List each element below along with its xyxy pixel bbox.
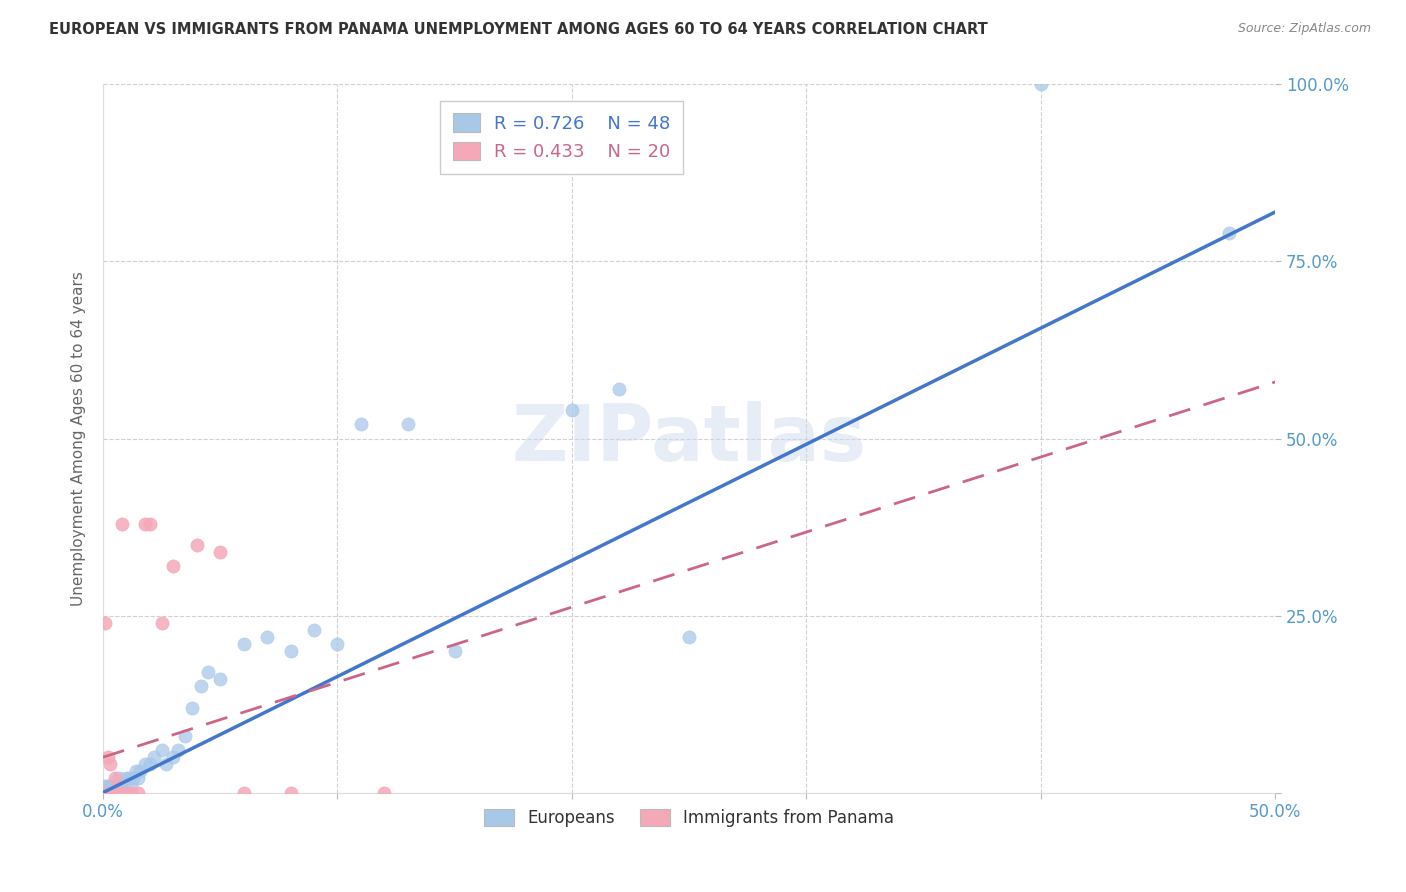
Point: [139, 516, 162, 531]
Point: [94, 779, 117, 793]
Point: [1029, 78, 1052, 92]
Point: [129, 764, 152, 779]
Point: [111, 516, 134, 531]
Point: [134, 757, 156, 772]
Point: [302, 623, 325, 637]
Point: [1218, 226, 1240, 240]
Point: [108, 772, 131, 786]
Point: [104, 772, 127, 786]
Point: [101, 786, 124, 800]
Point: [122, 772, 145, 786]
Point: [105, 779, 128, 793]
Point: [209, 673, 232, 687]
Point: [139, 757, 162, 772]
Point: [155, 757, 177, 772]
Point: [280, 644, 302, 658]
Point: [105, 786, 128, 800]
Point: [98, 779, 121, 793]
Point: [150, 743, 173, 757]
Point: [143, 750, 166, 764]
Point: [111, 779, 134, 793]
Point: [181, 700, 204, 714]
Point: [186, 538, 208, 552]
Point: [98, 786, 121, 800]
Point: [94, 786, 117, 800]
Point: [150, 615, 173, 630]
Point: [97, 786, 120, 800]
Point: [396, 417, 419, 432]
Point: [98, 757, 121, 772]
Point: [443, 644, 465, 658]
Point: [120, 779, 142, 793]
Point: [115, 786, 138, 800]
Point: [101, 786, 124, 800]
Point: [167, 743, 190, 757]
Point: [97, 779, 120, 793]
Point: [280, 786, 302, 800]
Point: [162, 750, 184, 764]
Point: [209, 545, 232, 559]
Text: Source: ZipAtlas.com: Source: ZipAtlas.com: [1237, 22, 1371, 36]
Point: [127, 786, 149, 800]
Point: [118, 772, 141, 786]
Point: [174, 729, 197, 743]
Point: [94, 786, 117, 800]
Point: [120, 786, 142, 800]
Point: [678, 630, 700, 644]
Point: [101, 786, 124, 800]
Point: [112, 786, 135, 800]
Point: [108, 786, 131, 800]
Point: [373, 786, 395, 800]
Point: [94, 786, 117, 800]
Point: [127, 772, 149, 786]
Point: [326, 637, 349, 651]
Point: [94, 615, 117, 630]
Point: [104, 779, 127, 793]
Point: [197, 665, 219, 680]
Point: [134, 516, 156, 531]
Y-axis label: Unemployment Among Ages 60 to 64 years: Unemployment Among Ages 60 to 64 years: [72, 271, 86, 606]
Point: [607, 382, 630, 396]
Text: ZIPatlas: ZIPatlas: [512, 401, 866, 476]
Text: EUROPEAN VS IMMIGRANTS FROM PANAMA UNEMPLOYMENT AMONG AGES 60 TO 64 YEARS CORREL: EUROPEAN VS IMMIGRANTS FROM PANAMA UNEMP…: [49, 22, 988, 37]
Point: [561, 403, 583, 417]
Point: [104, 779, 127, 793]
Point: [232, 637, 254, 651]
Point: [256, 630, 278, 644]
Point: [162, 559, 184, 574]
Point: [350, 417, 373, 432]
Point: [125, 764, 148, 779]
Point: [97, 750, 120, 764]
Legend: Europeans, Immigrants from Panama: Europeans, Immigrants from Panama: [478, 803, 901, 834]
Point: [232, 786, 254, 800]
Point: [190, 680, 212, 694]
Point: [115, 772, 138, 786]
